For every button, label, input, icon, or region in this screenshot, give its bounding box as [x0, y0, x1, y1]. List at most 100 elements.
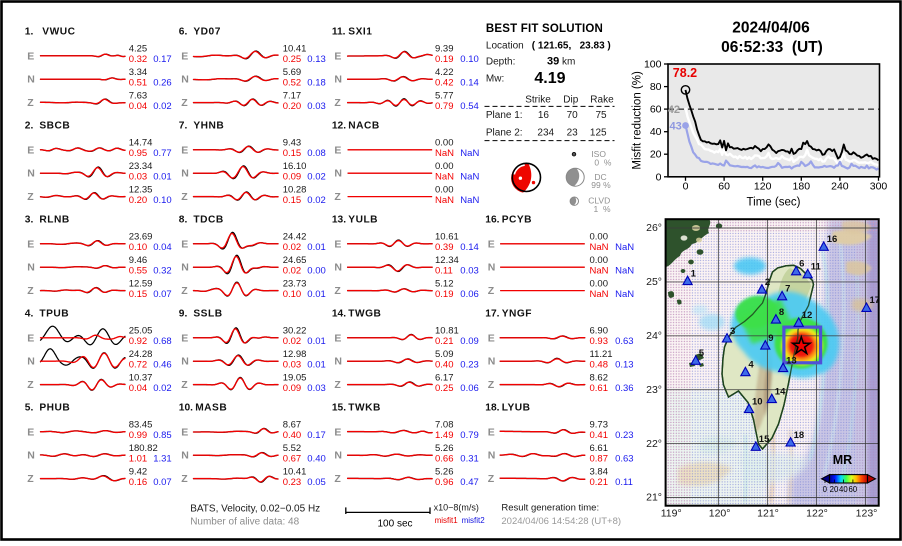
svg-text:14.74: 14.74 — [129, 138, 153, 149]
svg-text:4.25: 4.25 — [129, 44, 148, 55]
svg-text:SBCB: SBCB — [39, 121, 70, 132]
svg-text:NaN: NaN — [615, 242, 634, 253]
svg-text:Depth:: Depth: — [486, 56, 515, 67]
svg-text:E: E — [181, 426, 188, 438]
svg-text:6.61: 6.61 — [590, 443, 609, 454]
svg-text:Z: Z — [27, 97, 34, 109]
svg-text:0.14: 0.14 — [460, 242, 479, 253]
svg-text:TPUB: TPUB — [39, 309, 69, 320]
svg-text:0.09: 0.09 — [460, 336, 479, 347]
svg-text:0.79: 0.79 — [435, 101, 454, 112]
svg-text:Z: Z — [181, 379, 188, 391]
svg-text:Plane 2:: Plane 2: — [486, 127, 523, 138]
svg-text:NaN: NaN — [460, 172, 479, 183]
svg-text:N: N — [334, 262, 342, 274]
svg-text:E: E — [181, 332, 188, 344]
svg-text:11.: 11. — [332, 27, 346, 38]
svg-text:0.10: 0.10 — [283, 289, 302, 300]
svg-text:0.72: 0.72 — [129, 360, 148, 371]
svg-text:0.46: 0.46 — [153, 360, 172, 371]
svg-text:21°: 21° — [646, 492, 662, 504]
svg-text:PHUB: PHUB — [39, 403, 70, 414]
svg-text:80: 80 — [650, 81, 662, 93]
svg-text:0.04: 0.04 — [129, 101, 148, 112]
svg-text:25°: 25° — [646, 276, 662, 288]
svg-text:0.68: 0.68 — [153, 336, 172, 347]
svg-text:0.00: 0.00 — [590, 278, 609, 289]
svg-text:9.43: 9.43 — [283, 138, 302, 149]
svg-text:5.77: 5.77 — [435, 90, 454, 101]
svg-text:16.10: 16.10 — [283, 161, 307, 172]
svg-text:YNGF: YNGF — [502, 309, 532, 320]
svg-text:Rake: Rake — [590, 95, 614, 106]
svg-text:misfit2: misfit2 — [462, 516, 486, 525]
svg-text:0.01: 0.01 — [307, 360, 326, 371]
svg-text:1 %: 1 % — [594, 204, 611, 214]
svg-text:0.16: 0.16 — [129, 477, 148, 488]
svg-text:23.69: 23.69 — [129, 232, 153, 243]
svg-text:Misfit reduction (%): Misfit reduction (%) — [632, 71, 644, 170]
svg-text:0.63: 0.63 — [615, 454, 634, 465]
svg-text:0.00: 0.00 — [435, 184, 454, 195]
svg-text:E: E — [334, 50, 341, 62]
svg-text:0.52: 0.52 — [283, 78, 302, 89]
svg-text:E: E — [488, 238, 495, 250]
svg-text:0 %: 0 % — [594, 158, 611, 168]
svg-text:12.: 12. — [332, 121, 346, 132]
svg-text:10: 10 — [752, 396, 763, 407]
svg-text:0.55: 0.55 — [129, 266, 148, 277]
svg-text:E: E — [181, 50, 188, 62]
svg-text:Z: Z — [181, 285, 188, 297]
svg-text:Z: Z — [488, 285, 495, 297]
svg-text:13.: 13. — [332, 215, 346, 226]
svg-text:0.21: 0.21 — [435, 336, 454, 347]
svg-text:8.: 8. — [179, 215, 188, 226]
svg-text:6.90: 6.90 — [590, 326, 609, 337]
svg-text:2.: 2. — [25, 121, 34, 132]
svg-text:40: 40 — [650, 126, 662, 138]
svg-text:0.07: 0.07 — [153, 289, 172, 300]
svg-text:0.99: 0.99 — [129, 430, 148, 441]
svg-text:Z: Z — [27, 379, 34, 391]
svg-text:16: 16 — [538, 110, 550, 121]
svg-text:7.08: 7.08 — [435, 420, 454, 431]
svg-text:39: 39 — [547, 55, 559, 67]
svg-text:5.26: 5.26 — [435, 466, 454, 477]
svg-text:20: 20 — [830, 485, 839, 494]
svg-text:0.79: 0.79 — [460, 430, 479, 441]
svg-text:0.77: 0.77 — [153, 148, 172, 159]
svg-text:13: 13 — [786, 355, 797, 366]
svg-text:Number of alive data: 48: Number of alive data: 48 — [190, 517, 299, 528]
svg-text:0.05: 0.05 — [307, 477, 326, 488]
svg-text:5.26: 5.26 — [435, 443, 454, 454]
svg-text:0.00: 0.00 — [590, 232, 609, 243]
svg-text:0.02: 0.02 — [283, 336, 302, 347]
svg-text:( 121.65, 23.83 ): ( 121.65, 23.83 ) — [532, 41, 611, 52]
svg-text:99 %: 99 % — [591, 180, 611, 190]
svg-text:Z: Z — [488, 379, 495, 391]
svg-text:0.00: 0.00 — [435, 161, 454, 172]
svg-text:120: 120 — [754, 181, 772, 193]
svg-text:0.01: 0.01 — [307, 289, 326, 300]
svg-text:24.42: 24.42 — [283, 232, 307, 243]
svg-text:122°: 122° — [806, 508, 828, 520]
svg-text:43: 43 — [670, 120, 682, 132]
svg-text:4.19: 4.19 — [534, 70, 565, 87]
svg-text:misfit1: misfit1 — [435, 516, 459, 525]
svg-text:0.10: 0.10 — [153, 195, 172, 206]
svg-text:E: E — [488, 332, 495, 344]
svg-text:300: 300 — [870, 181, 888, 193]
svg-text:N: N — [488, 262, 496, 274]
svg-text:N: N — [27, 262, 35, 274]
svg-text:234: 234 — [537, 127, 554, 138]
svg-text:2: 2 — [765, 277, 770, 288]
svg-text:Z: Z — [181, 191, 188, 203]
svg-text:7.63: 7.63 — [129, 90, 148, 101]
svg-text:N: N — [181, 74, 189, 86]
svg-text:0.02: 0.02 — [307, 195, 326, 206]
svg-text:9.39: 9.39 — [435, 44, 454, 55]
svg-text:0.14: 0.14 — [460, 78, 479, 89]
svg-text:1.: 1. — [25, 27, 34, 38]
svg-text:125: 125 — [590, 127, 607, 138]
svg-text:0.85: 0.85 — [153, 430, 172, 441]
